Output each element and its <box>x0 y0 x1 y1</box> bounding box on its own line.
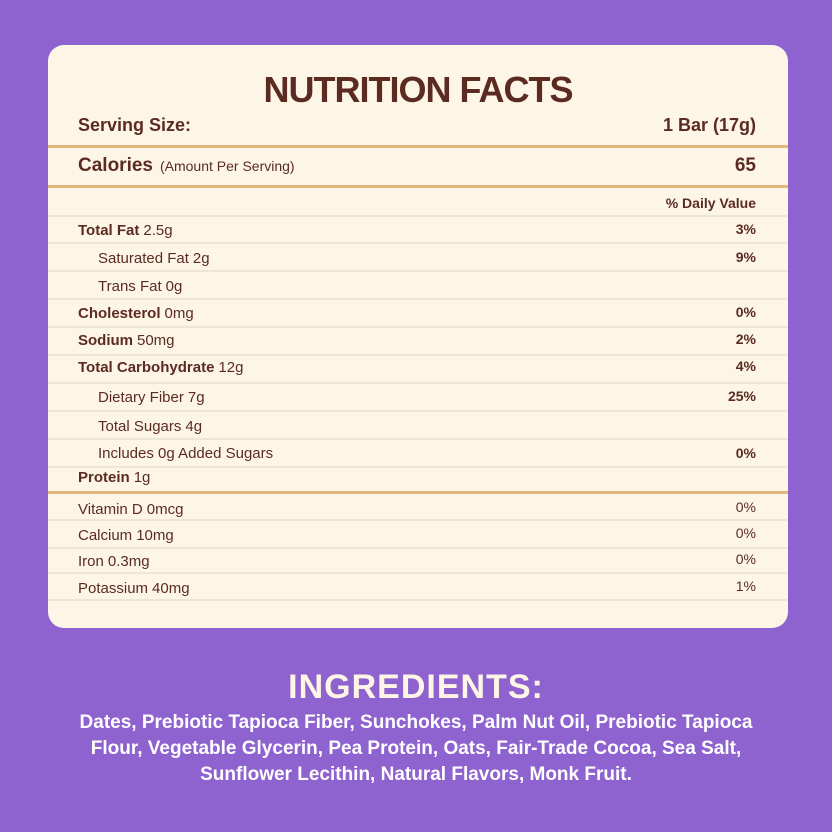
calories-label: Calories <box>78 155 153 176</box>
vitamin-dv: 0% <box>735 551 756 567</box>
vitamin-row: Potassium 40mg <box>78 580 190 597</box>
divider <box>48 599 788 601</box>
vitamin-name: Potassium <box>78 580 149 597</box>
nutrient-amount: 50mg <box>137 332 175 349</box>
nutrient-dv: 25% <box>727 388 756 404</box>
divider <box>48 438 788 440</box>
nutrient-row: Trans Fat 0g <box>98 278 182 295</box>
nutrient-dv: 0% <box>735 445 756 461</box>
vitamin-amount: 10mg <box>136 527 174 544</box>
divider <box>48 215 788 217</box>
title: NUTRITION FACTS <box>263 69 574 110</box>
vitamin-row: Iron 0.3mg <box>78 553 150 570</box>
nutrient-row: Total Fat 2.5g <box>78 222 173 239</box>
divider <box>48 382 788 384</box>
nutrient-row: Total Carbohydrate 12g <box>78 359 243 376</box>
vitamin-dv: 0% <box>735 525 756 541</box>
nutrient-row: Includes 0g Added Sugars <box>98 445 273 462</box>
nutrient-dv: 3% <box>735 221 756 237</box>
dv-header: % Daily Value <box>665 195 756 211</box>
nutrient-name: Cholesterol <box>78 305 161 322</box>
divider <box>48 410 788 412</box>
calories-line: Calories (Amount Per Serving) <box>78 155 295 177</box>
divider <box>48 572 788 574</box>
nutrient-name: Total Fat <box>78 222 140 239</box>
vitamin-row: Vitamin D 0mcg <box>78 501 183 518</box>
nutrient-amount: 0g <box>165 278 183 295</box>
nutrient-amount: 4g <box>185 418 203 435</box>
calories-note: (Amount Per Serving) <box>159 158 295 174</box>
nutrient-amount: 7g <box>187 389 205 406</box>
divider <box>48 491 788 494</box>
vitamin-amount: 0mcg <box>146 501 184 518</box>
divider <box>48 354 788 356</box>
divider <box>48 145 788 148</box>
calories-value: 65 <box>734 155 756 176</box>
vitamin-name: Calcium <box>78 527 133 544</box>
nutrient-name: Total Sugars <box>98 418 182 435</box>
nutrient-name: Trans Fat <box>98 278 162 295</box>
vitamin-amount: 0.3mg <box>107 553 150 570</box>
vitamin-amount: 40mg <box>152 580 190 597</box>
divider <box>48 326 788 328</box>
vitamin-dv: 1% <box>735 578 756 594</box>
nutrient-row: Protein 1g <box>78 469 150 486</box>
divider <box>48 185 788 188</box>
nutrient-row: Total Sugars 4g <box>98 418 202 435</box>
nutrient-name: Saturated Fat <box>98 250 189 267</box>
nutrient-dv: 9% <box>735 249 756 265</box>
nutrient-name: Sodium <box>78 332 133 349</box>
serving-label: Serving Size: <box>78 115 192 135</box>
vitamin-name: Vitamin D <box>78 501 143 518</box>
vitamin-dv: 0% <box>735 499 756 515</box>
nutrient-amount: 0mg <box>164 305 194 322</box>
nutrient-name: Includes 0g Added Sugars <box>98 445 274 462</box>
nutrient-name: Protein <box>78 469 130 486</box>
nutrient-amount: 2g <box>192 250 210 267</box>
divider <box>48 242 788 244</box>
nutrient-row: Saturated Fat 2g <box>98 250 210 267</box>
divider <box>48 466 788 468</box>
divider <box>48 547 788 549</box>
nutrient-row: Dietary Fiber 7g <box>98 389 205 406</box>
serving-value: 1 Bar (17g) <box>662 115 756 135</box>
nutrient-dv: 4% <box>735 358 756 374</box>
nutrient-name: Dietary Fiber <box>98 389 184 406</box>
divider <box>48 270 788 272</box>
vitamin-name: Iron <box>78 553 104 570</box>
nutrient-amount: 12g <box>218 359 244 376</box>
nutrient-row: Sodium 50mg <box>78 332 175 349</box>
vitamin-row: Calcium 10mg <box>78 527 174 544</box>
ingredients-text: Dates, Prebiotic Tapioca Fiber, Sunchoke… <box>79 712 753 785</box>
divider <box>48 519 788 521</box>
nutrient-dv: 0% <box>735 304 756 320</box>
nutrient-row: Cholesterol 0mg <box>78 305 194 322</box>
nutrient-amount: 2.5g <box>143 222 173 239</box>
nutrient-dv: 2% <box>735 331 756 347</box>
ingredients-title: INGREDIENTS: <box>288 668 544 706</box>
nutrition-card: NUTRITION FACTS Serving Size: 1 Bar (17g… <box>48 45 788 628</box>
nutrient-amount: 1g <box>133 469 151 486</box>
divider <box>48 298 788 300</box>
nutrient-name: Total Carbohydrate <box>78 359 215 376</box>
